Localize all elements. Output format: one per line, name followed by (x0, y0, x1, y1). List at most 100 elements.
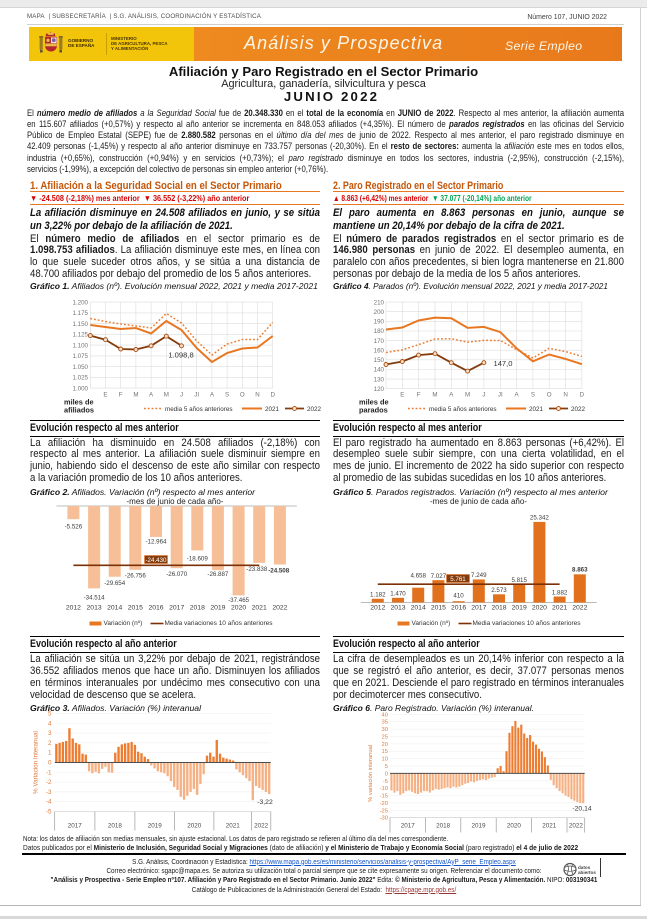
svg-text:25.342: 25.342 (530, 515, 549, 522)
svg-text:-26.756: -26.756 (125, 573, 147, 580)
svg-text:parados: parados (359, 406, 388, 415)
svg-text:2016: 2016 (148, 605, 163, 612)
svg-text:1.000: 1.000 (73, 385, 89, 392)
svg-text:15: 15 (382, 749, 388, 755)
svg-text:190: 190 (374, 319, 385, 326)
svg-text:2013: 2013 (390, 605, 405, 612)
svg-text:-24.508: -24.508 (268, 568, 290, 575)
svg-text:% variación interanual: % variación interanual (368, 745, 374, 802)
svg-text:-26.887: -26.887 (207, 571, 229, 578)
svg-text:M: M (133, 392, 138, 399)
svg-text:1.075: 1.075 (73, 353, 89, 360)
svg-text:20: 20 (382, 742, 388, 748)
svg-text:-5: -5 (383, 779, 388, 785)
svg-text:2021: 2021 (552, 605, 567, 612)
svg-text:35: 35 (382, 720, 388, 726)
svg-text:-4: -4 (46, 799, 52, 806)
svg-text:-12.964: -12.964 (146, 539, 168, 546)
svg-text:D: D (580, 392, 585, 399)
svg-text:M: M (465, 392, 470, 399)
svg-text:2021: 2021 (529, 406, 544, 413)
svg-text:datos: datos (578, 865, 591, 870)
svg-text:-5.526: -5.526 (65, 524, 83, 531)
svg-text:-20,14: -20,14 (572, 806, 591, 813)
svg-text:2021: 2021 (265, 406, 280, 413)
svg-text:5: 5 (48, 711, 52, 718)
svg-text:2014: 2014 (107, 605, 122, 612)
svg-text:4: 4 (48, 720, 52, 727)
svg-text:-18.609: -18.609 (187, 556, 209, 563)
svg-text:Variación (nº): Variación (nº) (104, 620, 143, 627)
svg-text:147,0: 147,0 (493, 359, 512, 368)
svg-text:2022: 2022 (307, 406, 322, 413)
svg-text:2017: 2017 (68, 823, 83, 830)
svg-text:5.761: 5.761 (450, 576, 466, 583)
svg-text:-10: -10 (380, 786, 388, 792)
svg-text:Media variaciones 10 años ante: Media variaciones 10 años anteriores (473, 620, 582, 627)
svg-text:E: E (103, 392, 107, 399)
svg-text:2018: 2018 (491, 605, 506, 612)
svg-text:5: 5 (385, 764, 388, 770)
svg-text:-3: -3 (46, 789, 52, 796)
svg-text:1.175: 1.175 (73, 310, 89, 317)
svg-text:2.573: 2.573 (491, 587, 507, 594)
svg-text:25: 25 (382, 735, 388, 741)
svg-text:miles de: miles de (359, 398, 389, 407)
svg-text:2019: 2019 (512, 605, 527, 612)
svg-text:A: A (515, 392, 520, 399)
svg-text:2: 2 (48, 740, 52, 747)
svg-text:media 5 años anteriores: media 5 años anteriores (429, 406, 497, 413)
svg-text:2020: 2020 (187, 823, 202, 830)
svg-text:1.025: 1.025 (73, 375, 89, 382)
svg-text:-1: -1 (46, 769, 52, 776)
svg-text:J: J (482, 392, 485, 399)
svg-text:200: 200 (374, 309, 385, 316)
svg-text:2017: 2017 (401, 823, 416, 830)
svg-text:1.882: 1.882 (552, 589, 568, 596)
svg-text:2012: 2012 (66, 605, 81, 612)
svg-text:7.027: 7.027 (431, 573, 447, 580)
svg-text:Media variaciones 10 años ante: Media variaciones 10 años anteriores (165, 620, 274, 627)
svg-text:JI: JI (194, 392, 199, 399)
svg-text:-34.514: -34.514 (84, 595, 106, 602)
svg-text:2018: 2018 (190, 605, 205, 612)
svg-text:2020: 2020 (507, 823, 522, 830)
svg-text:A: A (149, 392, 154, 399)
svg-text:2017: 2017 (471, 605, 486, 612)
svg-text:1: 1 (48, 750, 52, 757)
svg-text:1.100: 1.100 (73, 342, 89, 349)
svg-text:2022: 2022 (571, 406, 586, 413)
svg-text:A: A (210, 392, 215, 399)
svg-text:40: 40 (382, 712, 388, 718)
svg-text:-29.654: -29.654 (104, 580, 126, 587)
svg-text:10: 10 (382, 757, 388, 763)
svg-text:410: 410 (453, 593, 464, 600)
svg-text:120: 120 (374, 386, 385, 393)
svg-text:J: J (180, 392, 183, 399)
svg-text:A: A (449, 392, 454, 399)
svg-text:150: 150 (374, 357, 385, 364)
svg-text:M: M (164, 392, 169, 399)
svg-text:140: 140 (374, 367, 385, 374)
svg-text:afiliados: afiliados (64, 406, 94, 415)
svg-text:2021: 2021 (252, 605, 267, 612)
svg-text:2013: 2013 (87, 605, 102, 612)
svg-text:0: 0 (48, 760, 52, 767)
svg-text:2017: 2017 (169, 605, 184, 612)
svg-text:2022: 2022 (569, 823, 584, 830)
svg-text:-2: -2 (46, 779, 52, 786)
svg-text:S: S (531, 392, 535, 399)
svg-text:1.470: 1.470 (390, 591, 406, 598)
svg-text:2012: 2012 (370, 605, 385, 612)
svg-text:abiertos: abiertos (578, 870, 596, 875)
svg-text:2016: 2016 (451, 605, 466, 612)
svg-text:Variación (nº): Variación (nº) (412, 620, 451, 627)
svg-text:2021: 2021 (542, 823, 557, 830)
svg-text:-25: -25 (380, 808, 388, 814)
svg-text:2018: 2018 (108, 823, 123, 830)
svg-text:-20: -20 (380, 801, 388, 807)
svg-text:2020: 2020 (532, 605, 547, 612)
svg-text:2022: 2022 (272, 605, 287, 612)
svg-text:media 5 años anteriores: media 5 años anteriores (165, 406, 233, 413)
svg-text:2015: 2015 (431, 605, 446, 612)
